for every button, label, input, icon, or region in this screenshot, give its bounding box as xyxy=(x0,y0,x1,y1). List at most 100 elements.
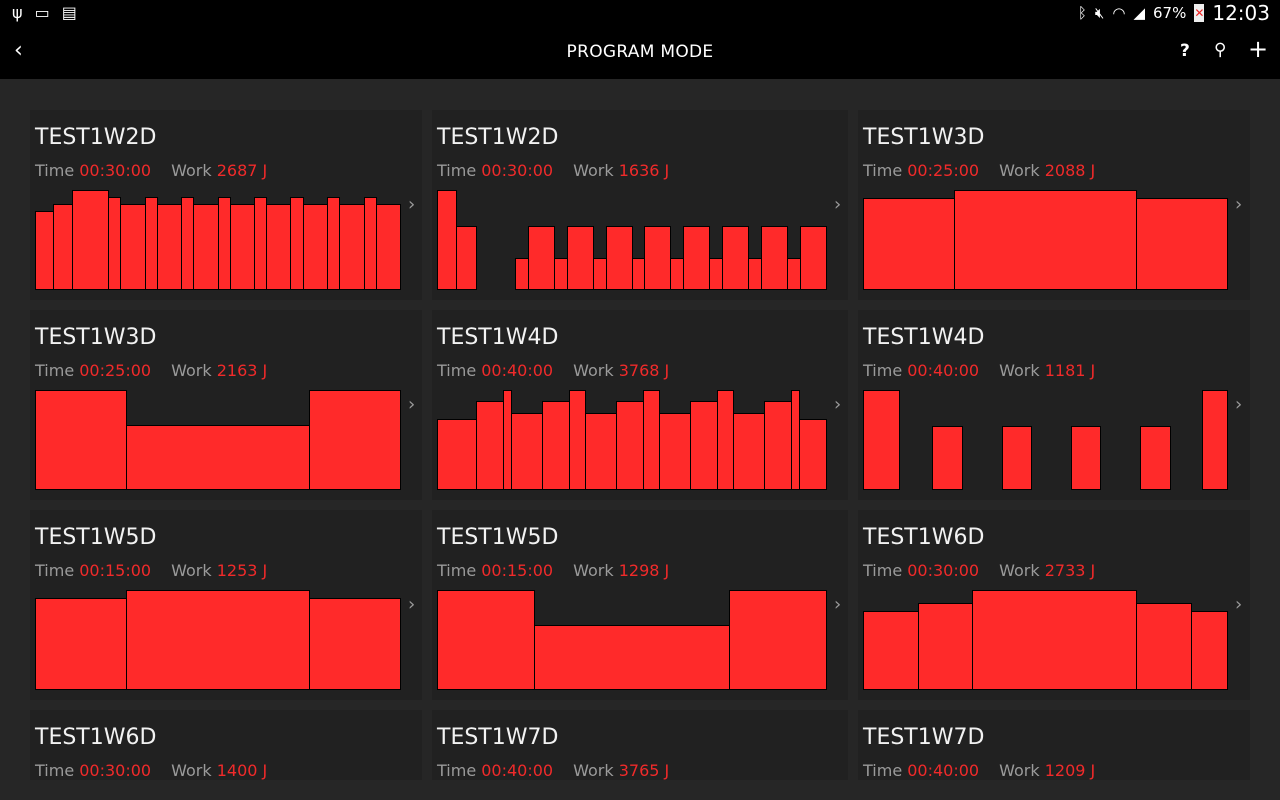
time-label: Time xyxy=(35,561,75,580)
help-icon[interactable]: ? xyxy=(1180,41,1190,61)
profile-bar xyxy=(309,390,401,490)
program-card[interactable]: TEST1W5D Time 00:15:00 Work 1253 J › xyxy=(30,510,422,700)
program-profile-chart xyxy=(863,390,1228,490)
program-profile-chart xyxy=(437,590,827,690)
program-card[interactable]: TEST1W2D Time 00:30:00 Work 1636 J › xyxy=(432,110,848,300)
profile-bar xyxy=(1202,390,1228,490)
work-label: Work xyxy=(573,561,614,580)
chevron-right-icon[interactable]: › xyxy=(408,594,416,615)
work-label: Work xyxy=(999,761,1040,780)
program-meta: Time 00:15:00 Work 1253 J xyxy=(35,561,267,580)
profile-bar xyxy=(528,226,555,290)
program-card[interactable]: TEST1W4D Time 00:40:00 Work 1181 J › xyxy=(858,310,1250,500)
profile-bar xyxy=(593,258,607,290)
program-name: TEST1W2D xyxy=(35,125,157,150)
chevron-right-icon[interactable]: › xyxy=(1235,594,1243,615)
profile-bar xyxy=(339,204,365,290)
program-profile-chart xyxy=(437,390,827,490)
profile-bar xyxy=(722,226,749,290)
chevron-right-icon[interactable]: › xyxy=(834,394,842,415)
program-card[interactable]: TEST1W6D Time 00:30:00 Work 1400 J xyxy=(30,710,422,780)
chevron-right-icon[interactable]: › xyxy=(408,194,416,215)
profile-bar xyxy=(690,401,718,490)
profile-bar xyxy=(542,401,570,490)
chevron-left-icon[interactable]: ‹ xyxy=(14,38,23,63)
program-card[interactable]: TEST1W3D Time 00:25:00 Work 2088 J › xyxy=(858,110,1250,300)
profile-bar xyxy=(585,413,617,490)
program-card[interactable]: TEST1W5D Time 00:15:00 Work 1298 J › xyxy=(432,510,848,700)
program-card[interactable]: TEST1W7D Time 00:40:00 Work 1209 J xyxy=(858,710,1250,780)
time-label: Time xyxy=(863,361,903,380)
program-work: 1400 J xyxy=(216,761,268,780)
program-name: TEST1W5D xyxy=(35,525,157,550)
search-icon[interactable]: ⚲ xyxy=(1214,40,1227,60)
profile-bar xyxy=(800,226,827,290)
program-work: 1209 J xyxy=(1044,761,1096,780)
profile-bar xyxy=(1071,426,1101,490)
program-card[interactable]: TEST1W7D Time 00:40:00 Work 3765 J xyxy=(432,710,848,780)
profile-bar xyxy=(309,598,401,690)
profile-bar xyxy=(863,390,900,490)
program-work: 1298 J xyxy=(618,561,670,580)
chevron-right-icon[interactable]: › xyxy=(408,394,416,415)
profile-bar xyxy=(35,390,127,490)
time-label: Time xyxy=(437,761,477,780)
program-name: TEST1W6D xyxy=(863,525,985,550)
chevron-right-icon[interactable]: › xyxy=(1235,194,1243,215)
program-profile-chart xyxy=(35,590,401,690)
time-label: Time xyxy=(35,161,75,180)
profile-bar xyxy=(659,413,691,490)
profile-bar xyxy=(193,204,219,290)
program-work: 3765 J xyxy=(618,761,670,780)
work-label: Work xyxy=(171,761,212,780)
program-meta: Time 00:40:00 Work 3768 J xyxy=(437,361,669,380)
program-name: TEST1W3D xyxy=(863,125,985,150)
profile-bar xyxy=(863,198,955,290)
profile-bar xyxy=(35,598,127,690)
work-label: Work xyxy=(999,561,1040,580)
program-name: TEST1W5D xyxy=(437,525,559,550)
profile-bar xyxy=(643,390,660,490)
add-icon[interactable]: + xyxy=(1248,35,1269,63)
program-meta: Time 00:30:00 Work 2733 J xyxy=(863,561,1095,580)
profile-bar xyxy=(437,590,535,690)
time-label: Time xyxy=(863,761,903,780)
program-name: TEST1W4D xyxy=(863,325,985,350)
program-meta: Time 00:30:00 Work 1636 J xyxy=(437,161,669,180)
program-meta: Time 00:25:00 Work 2163 J xyxy=(35,361,267,380)
profile-bar xyxy=(120,204,146,290)
program-name: TEST1W3D xyxy=(35,325,157,350)
program-card[interactable]: TEST1W6D Time 00:30:00 Work 2733 J › xyxy=(858,510,1250,700)
bluetooth-icon: ᛒ xyxy=(1077,4,1087,22)
chevron-right-icon[interactable]: › xyxy=(834,194,842,215)
profile-bar xyxy=(717,390,734,490)
profile-bar xyxy=(709,258,723,290)
profile-bar xyxy=(567,226,594,290)
program-time: 00:40:00 xyxy=(907,361,980,380)
profile-bar xyxy=(437,190,457,290)
work-label: Work xyxy=(573,761,614,780)
profile-bar xyxy=(748,258,762,290)
profile-bar xyxy=(266,204,291,290)
profile-bar xyxy=(53,204,73,290)
profile-bar xyxy=(35,211,54,290)
program-card[interactable]: TEST1W2D Time 00:30:00 Work 2687 J › xyxy=(30,110,422,300)
program-card[interactable]: TEST1W4D Time 00:40:00 Work 3768 J › xyxy=(432,310,848,500)
program-card[interactable]: TEST1W3D Time 00:25:00 Work 2163 J › xyxy=(30,310,422,500)
time-label: Time xyxy=(437,561,477,580)
battery-percent: 67% xyxy=(1153,4,1187,22)
program-time: 00:25:00 xyxy=(79,361,152,380)
profile-bar xyxy=(534,625,730,690)
chevron-right-icon[interactable]: › xyxy=(834,594,842,615)
profile-bar xyxy=(376,204,401,290)
profile-bar xyxy=(761,226,788,290)
app-bar: ‹ PROGRAM MODE ? ⚲ + xyxy=(0,26,1280,79)
profile-bar xyxy=(683,226,710,290)
program-name: TEST1W2D xyxy=(437,125,559,150)
program-profile-chart xyxy=(437,190,827,290)
program-work: 2163 J xyxy=(216,361,268,380)
profile-bar xyxy=(476,401,504,490)
time-label: Time xyxy=(863,161,903,180)
chevron-right-icon[interactable]: › xyxy=(1235,394,1243,415)
profile-bar xyxy=(799,419,827,490)
